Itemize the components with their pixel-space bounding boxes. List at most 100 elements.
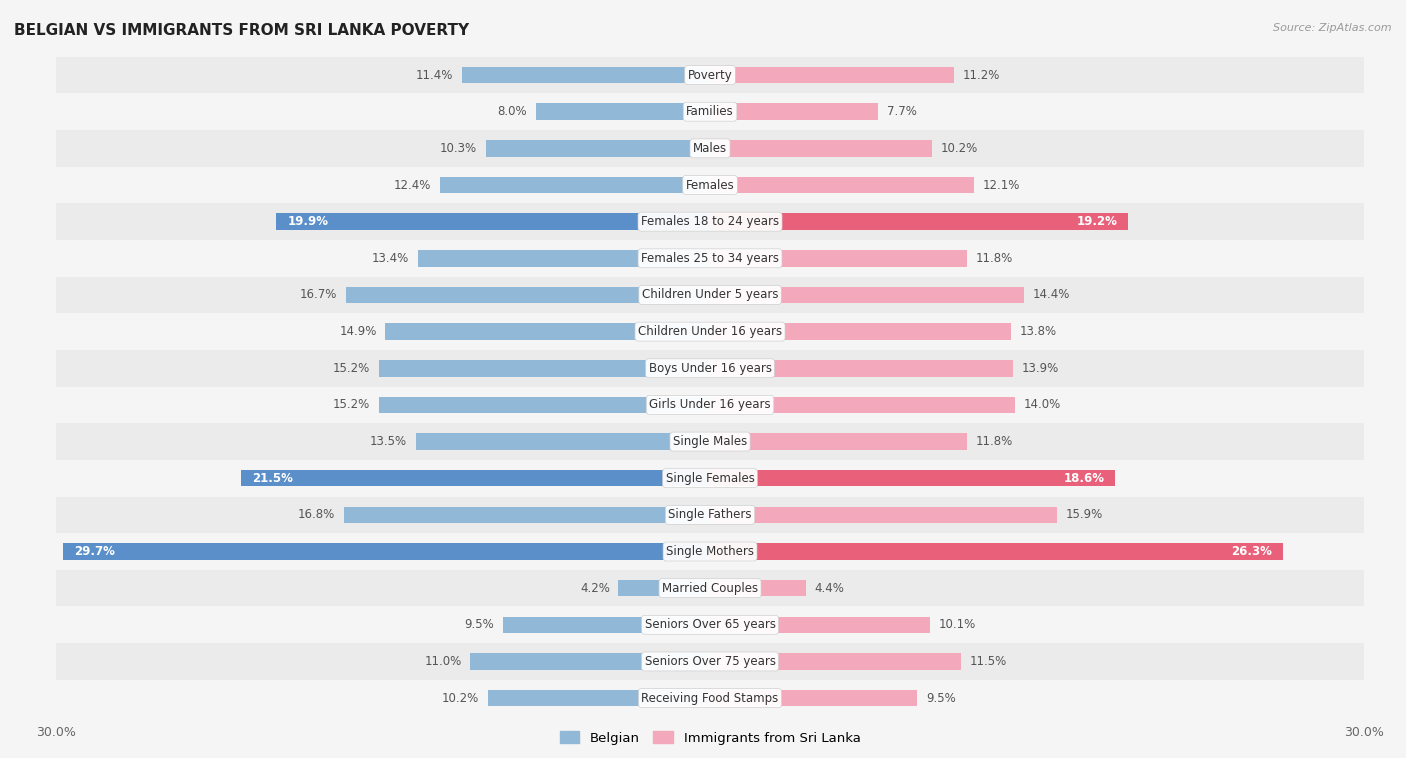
Text: 13.4%: 13.4% bbox=[373, 252, 409, 265]
Bar bbox=[56, 387, 1364, 423]
Bar bbox=[56, 606, 1364, 643]
Bar bbox=[56, 496, 1364, 533]
Bar bbox=[56, 570, 1364, 606]
Bar bbox=[710, 506, 1056, 523]
Text: 13.9%: 13.9% bbox=[1022, 362, 1059, 374]
Bar bbox=[470, 653, 710, 670]
Bar bbox=[710, 543, 1284, 559]
Bar bbox=[378, 360, 710, 377]
Bar bbox=[619, 580, 710, 597]
Text: 16.7%: 16.7% bbox=[299, 289, 337, 302]
Bar bbox=[56, 203, 1364, 240]
Text: 14.9%: 14.9% bbox=[339, 325, 377, 338]
Bar bbox=[710, 287, 1024, 303]
Bar bbox=[242, 470, 710, 487]
Bar bbox=[56, 423, 1364, 460]
Text: Single Mothers: Single Mothers bbox=[666, 545, 754, 558]
Text: 14.0%: 14.0% bbox=[1024, 399, 1062, 412]
Bar bbox=[56, 93, 1364, 130]
Text: Receiving Food Stamps: Receiving Food Stamps bbox=[641, 691, 779, 705]
Text: Single Fathers: Single Fathers bbox=[668, 509, 752, 522]
Text: Poverty: Poverty bbox=[688, 68, 733, 82]
Bar bbox=[418, 250, 710, 267]
Bar bbox=[440, 177, 710, 193]
Text: 8.0%: 8.0% bbox=[498, 105, 527, 118]
Bar bbox=[485, 140, 710, 157]
Text: Seniors Over 75 years: Seniors Over 75 years bbox=[644, 655, 776, 668]
Bar bbox=[385, 324, 710, 340]
Bar bbox=[503, 616, 710, 633]
Text: 10.2%: 10.2% bbox=[441, 691, 479, 705]
Bar bbox=[710, 396, 1015, 413]
Bar bbox=[56, 277, 1364, 313]
Text: 21.5%: 21.5% bbox=[253, 471, 294, 484]
Text: 11.4%: 11.4% bbox=[416, 68, 453, 82]
Bar bbox=[710, 580, 806, 597]
Text: 11.8%: 11.8% bbox=[976, 252, 1014, 265]
Bar bbox=[56, 57, 1364, 93]
Bar bbox=[710, 360, 1012, 377]
Text: 11.2%: 11.2% bbox=[963, 68, 1000, 82]
Bar bbox=[346, 287, 710, 303]
Text: Girls Under 16 years: Girls Under 16 years bbox=[650, 399, 770, 412]
Bar bbox=[710, 103, 877, 120]
Legend: Belgian, Immigrants from Sri Lanka: Belgian, Immigrants from Sri Lanka bbox=[554, 726, 866, 750]
Bar bbox=[378, 396, 710, 413]
Text: 10.3%: 10.3% bbox=[440, 142, 477, 155]
Bar bbox=[56, 350, 1364, 387]
Bar bbox=[56, 460, 1364, 496]
Text: 11.5%: 11.5% bbox=[969, 655, 1007, 668]
Text: 14.4%: 14.4% bbox=[1032, 289, 1070, 302]
Text: 12.4%: 12.4% bbox=[394, 178, 432, 192]
Text: 29.7%: 29.7% bbox=[73, 545, 114, 558]
Text: Males: Males bbox=[693, 142, 727, 155]
Bar bbox=[710, 690, 917, 706]
Text: Children Under 16 years: Children Under 16 years bbox=[638, 325, 782, 338]
Text: 26.3%: 26.3% bbox=[1232, 545, 1272, 558]
Bar bbox=[710, 470, 1115, 487]
Text: Females: Females bbox=[686, 178, 734, 192]
Text: 4.2%: 4.2% bbox=[579, 581, 610, 595]
Text: 16.8%: 16.8% bbox=[298, 509, 335, 522]
Bar bbox=[56, 167, 1364, 203]
Text: Seniors Over 65 years: Seniors Over 65 years bbox=[644, 619, 776, 631]
Bar bbox=[56, 533, 1364, 570]
Text: 11.0%: 11.0% bbox=[425, 655, 461, 668]
Text: Children Under 5 years: Children Under 5 years bbox=[641, 289, 779, 302]
Text: 9.5%: 9.5% bbox=[925, 691, 956, 705]
Bar bbox=[710, 434, 967, 449]
Bar bbox=[56, 643, 1364, 680]
Bar bbox=[63, 543, 710, 559]
Text: 7.7%: 7.7% bbox=[887, 105, 917, 118]
Text: 9.5%: 9.5% bbox=[464, 619, 495, 631]
Text: Source: ZipAtlas.com: Source: ZipAtlas.com bbox=[1274, 23, 1392, 33]
Bar bbox=[461, 67, 710, 83]
Bar bbox=[710, 177, 974, 193]
Text: 13.8%: 13.8% bbox=[1019, 325, 1057, 338]
Bar bbox=[56, 313, 1364, 350]
Text: 13.5%: 13.5% bbox=[370, 435, 408, 448]
Text: 15.2%: 15.2% bbox=[333, 399, 370, 412]
Bar bbox=[710, 250, 967, 267]
Text: Females 18 to 24 years: Females 18 to 24 years bbox=[641, 215, 779, 228]
Bar bbox=[710, 653, 960, 670]
Bar bbox=[277, 214, 710, 230]
Text: 15.2%: 15.2% bbox=[333, 362, 370, 374]
Bar bbox=[710, 214, 1129, 230]
Bar bbox=[710, 616, 931, 633]
Text: Families: Families bbox=[686, 105, 734, 118]
Text: Single Females: Single Females bbox=[665, 471, 755, 484]
Bar bbox=[710, 140, 932, 157]
Text: Single Males: Single Males bbox=[673, 435, 747, 448]
Bar bbox=[710, 324, 1011, 340]
Bar bbox=[56, 680, 1364, 716]
Text: 10.1%: 10.1% bbox=[939, 619, 976, 631]
Bar bbox=[536, 103, 710, 120]
Text: Boys Under 16 years: Boys Under 16 years bbox=[648, 362, 772, 374]
Bar bbox=[56, 240, 1364, 277]
Bar bbox=[56, 130, 1364, 167]
Text: 15.9%: 15.9% bbox=[1066, 509, 1102, 522]
Text: 19.2%: 19.2% bbox=[1077, 215, 1118, 228]
Text: 18.6%: 18.6% bbox=[1063, 471, 1105, 484]
Text: 4.4%: 4.4% bbox=[814, 581, 845, 595]
